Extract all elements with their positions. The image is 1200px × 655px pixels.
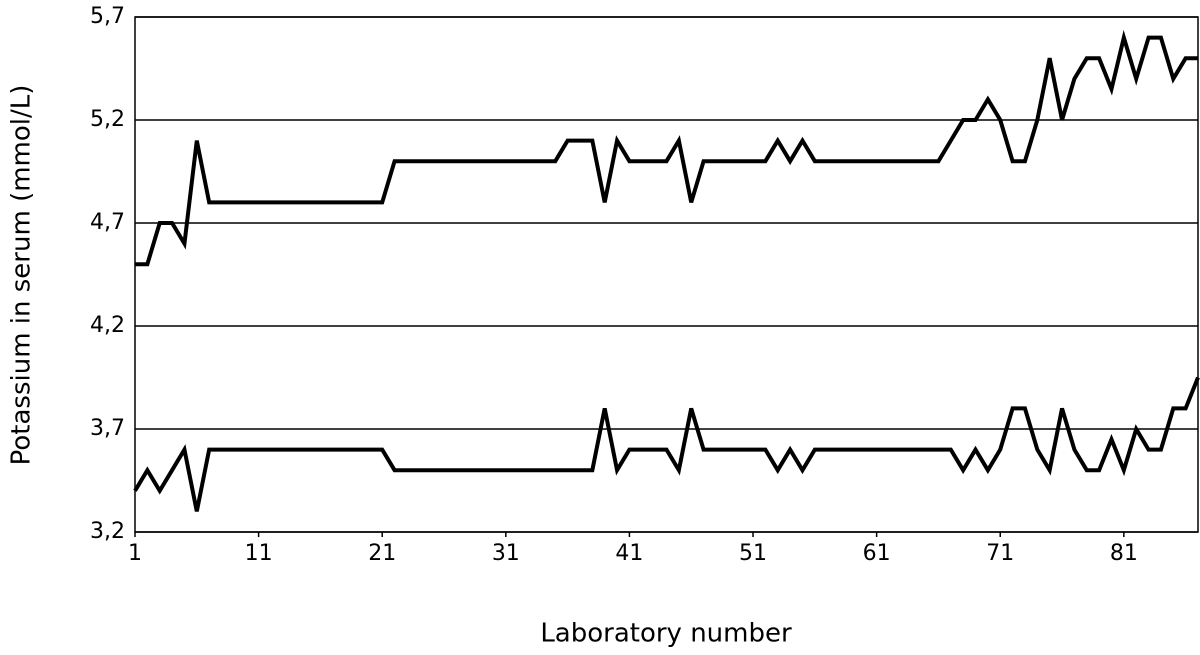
x-tick-label: 1 [128,541,142,566]
x-tick-label: 61 [863,541,891,566]
y-tick-label: 3,2 [90,519,125,544]
data-line [135,29,1198,267]
y-tick-label: 4,7 [90,210,125,235]
y-tick-label: 5,7 [90,4,125,29]
y-tick-label: 5,2 [90,107,125,132]
x-tick-label: 21 [368,541,396,566]
x-tick-label: 11 [245,541,273,566]
y-tick-label: 4,2 [90,313,125,338]
x-axis-label: Laboratory number [540,619,792,649]
x-tick-label: 41 [615,541,643,566]
x-tick-label: 51 [739,541,767,566]
y-tick-label: 3,7 [90,416,125,441]
y-axis-label: Potassium in serum (mmol/L) [7,85,37,466]
plot-frame [134,16,1199,533]
x-tick-label: 31 [492,541,520,566]
data-line [133,376,1200,512]
x-tick-label: 71 [986,541,1014,566]
x-tick-label: 81 [1110,541,1138,566]
